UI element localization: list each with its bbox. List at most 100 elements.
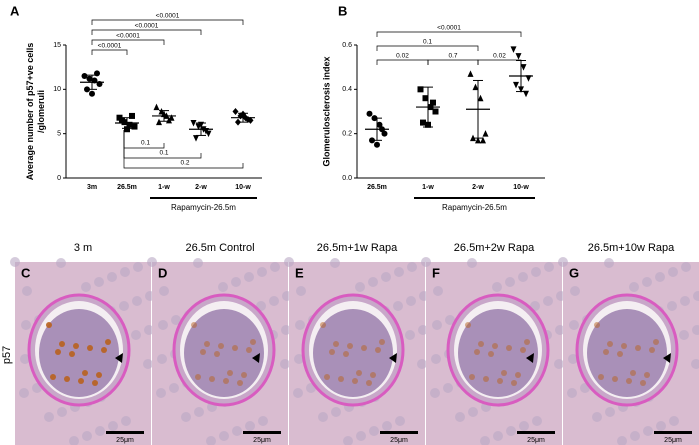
panel-title: 26.5m Control <box>185 242 254 254</box>
data-point <box>417 86 424 93</box>
cell <box>432 320 442 330</box>
y-tick-label: 0.4 <box>342 86 352 93</box>
panel-letter: B <box>338 3 347 18</box>
cell <box>171 315 181 325</box>
data-point <box>482 130 489 137</box>
p57-cell <box>82 370 88 376</box>
scale-label: 25μm <box>116 437 134 444</box>
p57-cell <box>352 378 358 384</box>
cell <box>430 388 440 398</box>
cell <box>194 407 204 417</box>
p57-cell <box>237 380 243 386</box>
p57-cell <box>488 351 494 357</box>
cell <box>44 412 54 422</box>
cell <box>395 416 405 426</box>
data-point <box>86 75 93 82</box>
p57-cell <box>320 322 326 328</box>
cell <box>343 436 353 445</box>
cell <box>532 416 542 426</box>
cell <box>445 315 455 325</box>
bracket <box>91 49 128 55</box>
cell <box>232 426 242 436</box>
cell <box>21 320 31 330</box>
cell <box>318 412 328 422</box>
p57-cell <box>87 345 93 351</box>
y-tick-label: 0.2 <box>342 131 352 138</box>
p57-cell <box>209 376 215 382</box>
cell <box>57 407 67 417</box>
p57-cell <box>465 322 471 328</box>
x-tick-label: 2-w <box>472 184 484 191</box>
p57-cell <box>214 351 220 357</box>
cell <box>693 291 699 301</box>
arrowhead <box>526 353 534 363</box>
cell <box>531 267 541 277</box>
scale-label: 25μm <box>390 437 408 444</box>
p57-cell <box>227 370 233 376</box>
cell <box>270 262 280 272</box>
data-point <box>432 108 439 115</box>
p57-cell <box>195 374 201 380</box>
cell <box>604 258 614 268</box>
p57-cell <box>621 343 627 349</box>
p57-cell <box>469 374 475 380</box>
p-value: 0.7 <box>448 53 457 60</box>
p57-cell <box>204 341 210 347</box>
p-value: 0.02 <box>493 53 506 60</box>
data-point <box>480 136 486 144</box>
p57-cell <box>338 376 344 382</box>
y-tick-label: 5 <box>57 131 61 138</box>
cell <box>421 257 431 267</box>
scale-label: 25μm <box>253 437 271 444</box>
bracket <box>123 130 244 169</box>
arrowhead <box>663 353 671 363</box>
cell <box>406 296 416 306</box>
y-tick-label: 15 <box>53 42 61 49</box>
x-tick-label: 3m <box>87 184 97 191</box>
bracket <box>91 39 165 45</box>
cell <box>493 431 503 441</box>
cell <box>558 257 568 267</box>
p57-cell <box>232 345 238 351</box>
cell <box>506 426 516 436</box>
cell <box>257 267 267 277</box>
bracket <box>477 59 522 65</box>
cell <box>119 301 129 311</box>
data-point <box>472 83 479 91</box>
panel-title: 3 m <box>74 242 92 254</box>
p57-cell <box>46 322 52 328</box>
data-point <box>89 90 95 97</box>
cell <box>159 286 169 296</box>
panel-title: 26.5m+10w Rapa <box>588 242 675 254</box>
cell <box>108 421 118 431</box>
cell <box>269 296 279 306</box>
cell <box>679 330 689 340</box>
p-value: 0.1 <box>423 39 432 46</box>
scale-bar <box>243 431 281 434</box>
cell <box>544 262 554 272</box>
cell <box>592 412 602 422</box>
p57-cell <box>78 378 84 384</box>
cell <box>505 277 515 287</box>
p57-cell <box>246 347 252 353</box>
cell <box>655 272 665 282</box>
cell <box>206 436 216 445</box>
cell <box>56 258 66 268</box>
cell <box>82 431 92 441</box>
tuft <box>184 309 264 397</box>
cell <box>280 359 290 369</box>
scale-bar <box>106 431 144 434</box>
data-point <box>422 95 429 102</box>
data-point <box>477 94 484 102</box>
cell <box>656 421 666 431</box>
cell <box>296 286 306 296</box>
cell <box>294 354 304 364</box>
cell <box>480 436 490 445</box>
p-value: 0.02 <box>396 53 409 60</box>
data-point <box>153 103 160 111</box>
cell <box>131 330 141 340</box>
y-tick-label: 0 <box>57 175 61 182</box>
cell <box>293 388 303 398</box>
p57-cell <box>483 376 489 382</box>
data-point <box>366 110 373 117</box>
